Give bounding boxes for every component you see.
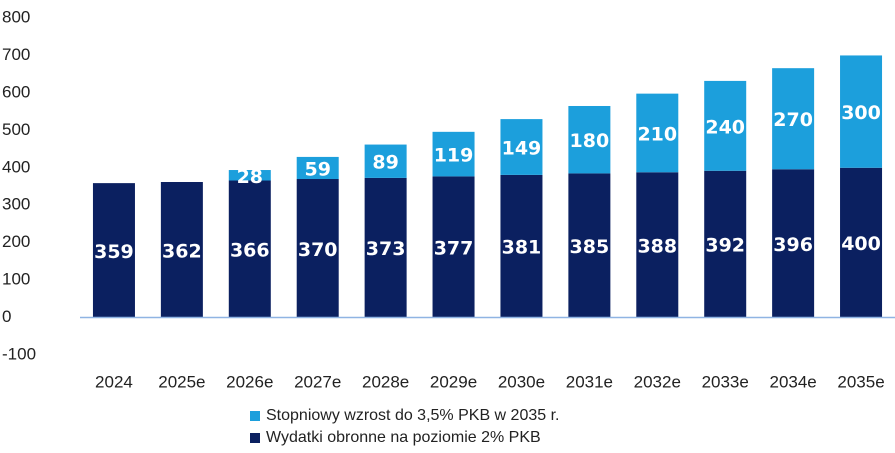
x-tick-label: 2024 — [95, 372, 133, 391]
x-tick-label: 2030e — [498, 372, 545, 391]
x-tick-label: 2033e — [702, 372, 749, 391]
value-label: 396 — [773, 234, 813, 256]
y-tick-label: 300 — [2, 195, 30, 214]
bar — [568, 173, 611, 318]
value-label: 381 — [502, 237, 542, 259]
x-tick-label: 2025e — [158, 372, 205, 391]
bar — [636, 93, 679, 173]
y-tick-label: 700 — [2, 45, 30, 64]
value-label: 377 — [434, 237, 474, 259]
bar — [296, 156, 339, 180]
x-tick-label: 2032e — [634, 372, 681, 391]
y-tick-label: 200 — [2, 232, 30, 251]
bar — [500, 119, 543, 175]
bar — [364, 144, 407, 178]
bar — [636, 172, 679, 318]
bar — [568, 105, 611, 174]
y-tick-label: 100 — [2, 270, 30, 289]
value-label: 149 — [502, 137, 542, 159]
value-label: 89 — [372, 152, 398, 174]
bar — [500, 174, 543, 318]
value-label: 59 — [304, 158, 330, 180]
y-tick-label: 600 — [2, 82, 30, 101]
x-tick-label: 2028e — [362, 372, 409, 391]
bar — [228, 170, 271, 181]
value-label: 362 — [162, 240, 202, 262]
value-label: 385 — [570, 236, 610, 258]
value-label: 400 — [841, 233, 881, 255]
value-label: 210 — [637, 123, 677, 145]
bar — [296, 179, 339, 318]
value-label: 366 — [230, 240, 270, 262]
y-tick-label: -100 — [2, 344, 36, 363]
legend-swatch — [250, 433, 260, 443]
bar — [432, 131, 475, 177]
legend-label: Wydatki obronne na poziomie 2% PKB — [266, 429, 541, 446]
value-label: 270 — [773, 109, 813, 131]
x-tick-label: 2034e — [769, 372, 816, 391]
bar — [228, 180, 271, 318]
bar — [92, 183, 135, 318]
x-tick-label: 2027e — [294, 372, 341, 391]
value-label: 388 — [637, 235, 677, 257]
bar — [432, 176, 475, 318]
legend-swatch — [250, 411, 260, 421]
x-tick-label: 2035e — [837, 372, 884, 391]
x-tick-label: 2029e — [430, 372, 477, 391]
y-tick-label: 0 — [2, 307, 11, 326]
bar — [704, 170, 747, 318]
bar — [160, 182, 203, 318]
value-label: 28 — [237, 166, 263, 188]
value-label: 392 — [705, 235, 745, 257]
value-label: 373 — [366, 238, 406, 260]
y-tick-label: 500 — [2, 120, 30, 139]
bar — [772, 169, 815, 318]
value-label: 359 — [94, 241, 134, 263]
bar — [704, 80, 747, 171]
x-tick-label: 2031e — [566, 372, 613, 391]
x-tick-label: 2026e — [226, 372, 273, 391]
value-label: 300 — [841, 102, 881, 124]
legend-label: Stopniowy wzrost do 3,5% PKB w 2035 r. — [266, 407, 559, 424]
value-label: 370 — [298, 239, 338, 261]
bar — [840, 55, 883, 168]
value-label: 119 — [434, 145, 474, 167]
y-tick-label: 800 — [2, 7, 30, 26]
bar — [772, 68, 815, 170]
y-tick-label: 400 — [2, 157, 30, 176]
value-label: 240 — [705, 116, 745, 138]
bar — [364, 177, 407, 318]
bar — [840, 167, 883, 318]
value-label: 180 — [570, 130, 610, 152]
